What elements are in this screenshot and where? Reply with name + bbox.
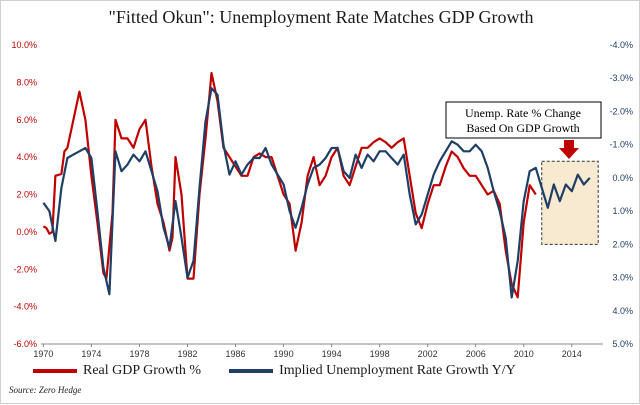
chart-title: "Fitted Okun": Unemployment Rate Matches… bbox=[108, 7, 534, 27]
y-left-tick-label: -2.0% bbox=[13, 264, 37, 274]
legend-label-unemp: Implied Unemployment Rate Growth Y/Y bbox=[279, 363, 516, 378]
series-line-unemp bbox=[42, 87, 591, 299]
annotation-arrow-icon bbox=[559, 140, 579, 159]
y-left-tick-label: 8.0% bbox=[16, 77, 37, 87]
y-left-tick-label: -6.0% bbox=[13, 339, 37, 349]
axes-layer: 10.0% 8.0% 6.0% 4.0% 2.0% 0.0% -2.0% -4.0% -6.0%… bbox=[11, 40, 633, 359]
y-right-tick-label: 2.0% bbox=[612, 239, 633, 249]
x-tick-label: 1986 bbox=[226, 349, 246, 359]
y-right-tick-label: 3.0% bbox=[612, 273, 633, 283]
y-right-tick-label: -3.0% bbox=[609, 73, 633, 83]
legend-label-gdp: Real GDP Growth % bbox=[83, 363, 202, 378]
series-line-gdp bbox=[42, 71, 537, 299]
annotation-label-box bbox=[445, 101, 602, 139]
y-right-tick-label: -2.0% bbox=[609, 106, 633, 116]
x-tick-label: 1970 bbox=[33, 349, 53, 359]
x-tick-label: 2006 bbox=[466, 349, 486, 359]
x-tick-label: 1994 bbox=[322, 349, 342, 359]
annotation-layer: Unemp. Rate % Change Based On GDP Growth bbox=[445, 101, 602, 159]
annotation-highlight-box bbox=[541, 160, 599, 245]
y-left-tick-label: 2.0% bbox=[16, 190, 37, 200]
annotation-line-1: Unemp. Rate % Change bbox=[465, 106, 581, 120]
y-right-tick-label: -4.0% bbox=[609, 40, 633, 50]
x-tick-label: 2014 bbox=[562, 349, 582, 359]
y-right-tick-label: 1.0% bbox=[612, 206, 633, 216]
x-tick-label: 1998 bbox=[370, 349, 390, 359]
x-tick-label: 2010 bbox=[514, 349, 534, 359]
x-tick-label: 1990 bbox=[274, 349, 294, 359]
annotation-box-layer bbox=[541, 160, 599, 245]
series-layer bbox=[42, 71, 591, 299]
y-left-tick-label: 0.0% bbox=[16, 227, 37, 237]
legend-item-gdp: Real GDP Growth % bbox=[33, 363, 201, 379]
x-tick-label: 1974 bbox=[81, 349, 101, 359]
y-left-tick-label: 6.0% bbox=[16, 115, 37, 125]
legend: Real GDP Growth % Implied Unemployment R… bbox=[33, 363, 516, 379]
y-right-tick-label: 5.0% bbox=[612, 339, 633, 349]
legend-swatch-gdp bbox=[33, 369, 77, 373]
y-left-tick-label: 4.0% bbox=[16, 152, 37, 162]
y-left-tick-label: -4.0% bbox=[13, 302, 37, 312]
annotation-line-2: Based On GDP Growth bbox=[466, 121, 579, 135]
x-tick-label: 2002 bbox=[418, 349, 438, 359]
x-tick-label: 1978 bbox=[129, 349, 149, 359]
y-right-tick-label: 4.0% bbox=[612, 306, 633, 316]
legend-item-unemp: Implied Unemployment Rate Growth Y/Y bbox=[229, 363, 516, 379]
y-right-tick-label: -1.0% bbox=[609, 140, 633, 150]
y-right-tick-label: 0.0% bbox=[612, 173, 633, 183]
x-tick-label: 1982 bbox=[177, 349, 197, 359]
y-left-tick-label: 10.0% bbox=[11, 40, 37, 50]
legend-swatch-unemp bbox=[229, 369, 274, 373]
source-note: Source: Zero Hedge bbox=[9, 385, 82, 395]
